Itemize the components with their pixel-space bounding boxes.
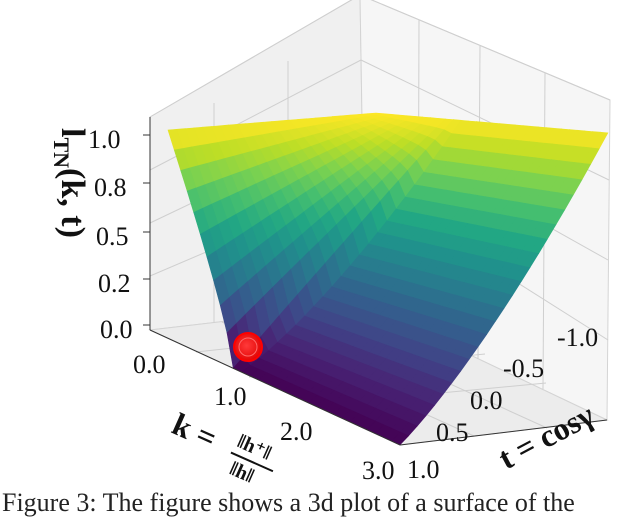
k-tick-label-3: 3.0 bbox=[362, 456, 395, 485]
svg-text:lTN(k, t): lTN(k, t) bbox=[49, 128, 91, 238]
k-tick-label-2: 2.0 bbox=[280, 417, 313, 446]
z-tick-label-0: 0.0 bbox=[100, 315, 133, 344]
z-tick-label-0p8: 0.8 bbox=[94, 173, 127, 202]
k-tick-label-1: 1.0 bbox=[214, 382, 247, 411]
k-label-fraction-bar bbox=[230, 451, 274, 473]
surface-mesh bbox=[167, 112, 609, 446]
z-label-sub: TN bbox=[49, 137, 74, 168]
t-tick-label-m1: -1.0 bbox=[557, 323, 598, 352]
k-axis-label: k = ‖h⁺‖ ‖h‖ bbox=[167, 406, 274, 488]
minimum-marker bbox=[233, 332, 263, 362]
surface-plot: 1.0 0.8 0.5 0.2 0.0 lTN(k, t) 0.0 1.0 2.… bbox=[49, 0, 611, 488]
t-tick-label-1: 1.0 bbox=[407, 455, 440, 484]
z-axis-label: lTN(k, t) bbox=[49, 128, 91, 238]
t-axis-line bbox=[399, 419, 608, 446]
k-axis: 0.0 1.0 2.0 3.0 bbox=[133, 329, 401, 485]
k-label-lhs: k = bbox=[167, 406, 222, 457]
t-tick-label-m0p5: -0.5 bbox=[503, 354, 544, 383]
marker-inner-ring bbox=[238, 337, 258, 357]
t-tick-label-0: 0.0 bbox=[470, 386, 503, 415]
k-axis-line bbox=[149, 329, 401, 446]
z-tick-label-0p5: 0.5 bbox=[96, 222, 129, 251]
t-tick-label-0p5: 0.5 bbox=[436, 418, 469, 447]
z-label-args: (k, t) bbox=[54, 168, 91, 238]
marker-outer-ring bbox=[233, 332, 263, 362]
figure-caption: Figure 3: The figure shows a 3d plot of … bbox=[2, 488, 575, 517]
z-tick-label-0p2: 0.2 bbox=[98, 269, 131, 298]
t-axis: -1.0 -0.5 0.0 0.5 1.0 bbox=[399, 323, 608, 484]
z-label-main: l bbox=[54, 128, 91, 137]
z-axis: 1.0 0.8 0.5 0.2 0.0 bbox=[88, 117, 151, 344]
k-tick-label-0: 0.0 bbox=[133, 350, 166, 379]
z-tick-label-1: 1.0 bbox=[88, 125, 121, 154]
